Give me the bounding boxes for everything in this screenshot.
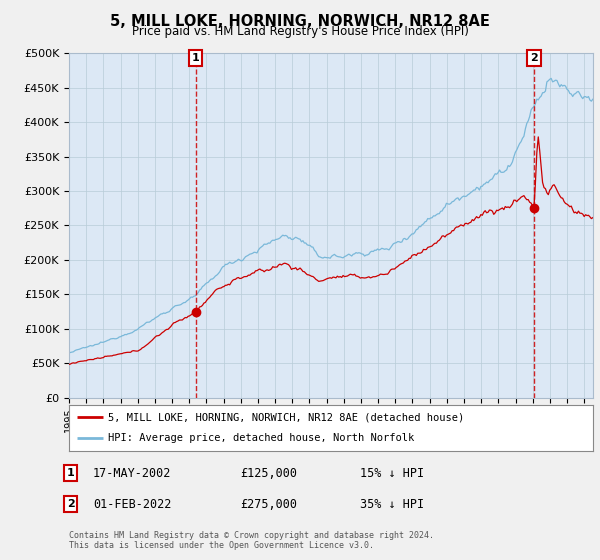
Text: 35% ↓ HPI: 35% ↓ HPI [360,497,424,511]
Text: 2: 2 [530,53,538,63]
Text: 1: 1 [67,468,74,478]
Text: HPI: Average price, detached house, North Norfolk: HPI: Average price, detached house, Nort… [108,433,415,444]
Text: 1: 1 [192,53,200,63]
Text: £125,000: £125,000 [240,466,297,480]
Text: Contains HM Land Registry data © Crown copyright and database right 2024.
This d: Contains HM Land Registry data © Crown c… [69,531,434,550]
Text: 5, MILL LOKE, HORNING, NORWICH, NR12 8AE: 5, MILL LOKE, HORNING, NORWICH, NR12 8AE [110,14,490,29]
Text: 01-FEB-2022: 01-FEB-2022 [93,497,172,511]
Text: £275,000: £275,000 [240,497,297,511]
Text: 2: 2 [67,499,74,509]
Text: Price paid vs. HM Land Registry's House Price Index (HPI): Price paid vs. HM Land Registry's House … [131,25,469,38]
Text: 15% ↓ HPI: 15% ↓ HPI [360,466,424,480]
Text: 5, MILL LOKE, HORNING, NORWICH, NR12 8AE (detached house): 5, MILL LOKE, HORNING, NORWICH, NR12 8AE… [108,412,464,422]
Text: 17-MAY-2002: 17-MAY-2002 [93,466,172,480]
